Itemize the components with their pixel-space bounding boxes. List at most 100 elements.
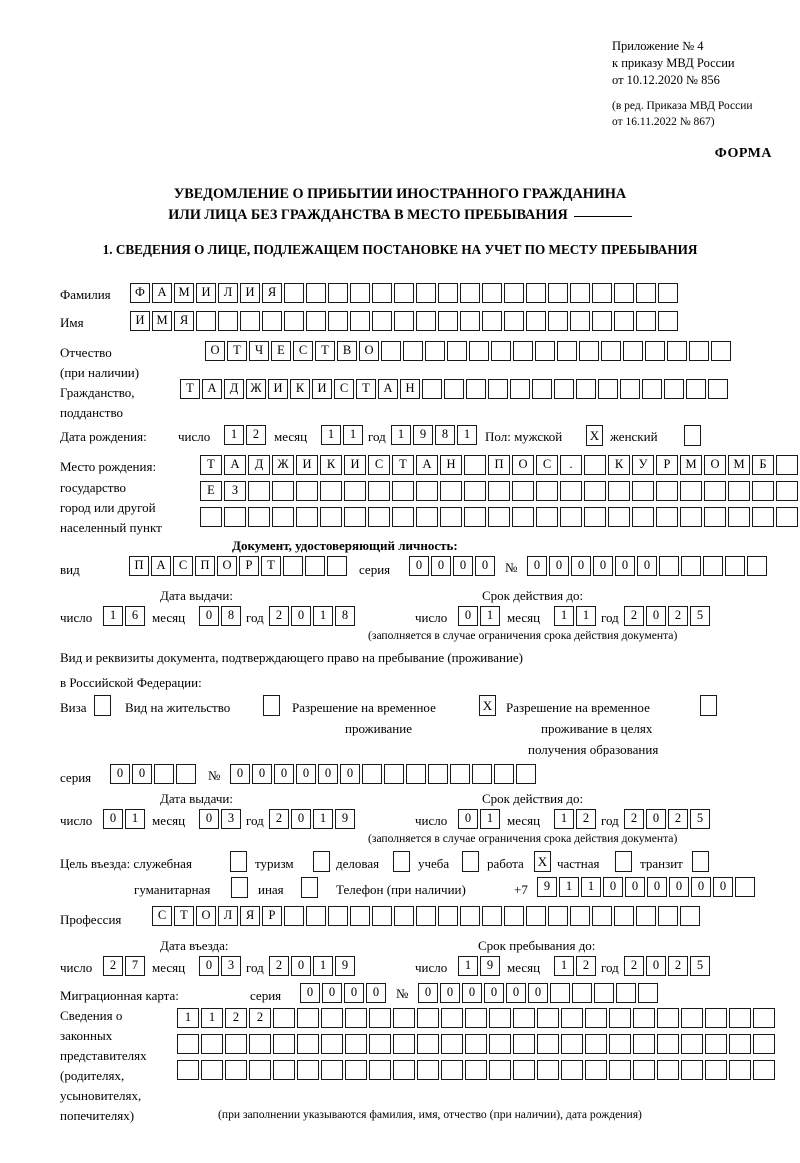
char-cell[interactable] (537, 1034, 559, 1054)
char-cell[interactable]: 1 (480, 606, 500, 626)
char-cell[interactable] (513, 1034, 535, 1054)
birthplace-row-3-boxes[interactable] (200, 507, 798, 527)
char-cell[interactable] (638, 983, 658, 1003)
char-cell[interactable]: 2 (624, 606, 644, 626)
char-cell[interactable]: 0 (691, 877, 711, 897)
char-cell[interactable] (680, 507, 702, 527)
char-cell[interactable]: 1 (458, 956, 478, 976)
char-cell[interactable] (632, 481, 654, 501)
char-cell[interactable]: А (224, 455, 246, 475)
char-cell[interactable] (200, 507, 222, 527)
char-cell[interactable]: Ж (246, 379, 266, 399)
char-cell[interactable]: Р (656, 455, 678, 475)
char-cell[interactable]: 0 (475, 556, 495, 576)
char-cell[interactable]: И (130, 311, 150, 331)
char-cell[interactable] (297, 1008, 319, 1028)
char-cell[interactable] (708, 379, 728, 399)
char-cell[interactable] (616, 983, 636, 1003)
char-cell[interactable] (494, 764, 514, 784)
char-cell[interactable] (585, 1008, 607, 1028)
char-cell[interactable] (526, 906, 546, 926)
char-cell[interactable] (704, 507, 726, 527)
char-cell[interactable] (425, 341, 445, 361)
char-cell[interactable]: 9 (335, 956, 355, 976)
char-cell[interactable] (447, 341, 467, 361)
char-cell[interactable] (440, 507, 462, 527)
char-cell[interactable]: 1 (554, 956, 574, 976)
char-cell[interactable]: 0 (458, 809, 478, 829)
char-cell[interactable] (284, 283, 304, 303)
char-cell[interactable] (218, 311, 238, 331)
char-cell[interactable]: 0 (291, 809, 311, 829)
char-cell[interactable]: 0 (431, 556, 451, 576)
char-cell[interactable] (465, 1008, 487, 1028)
char-cell[interactable] (482, 283, 502, 303)
char-cell[interactable] (272, 481, 294, 501)
char-cell[interactable] (570, 283, 590, 303)
char-cell[interactable]: 0 (418, 983, 438, 1003)
char-cell[interactable] (681, 1034, 703, 1054)
char-cell[interactable]: Т (180, 379, 200, 399)
char-cell[interactable]: 0 (340, 764, 360, 784)
char-cell[interactable] (416, 906, 436, 926)
char-cell[interactable]: 0 (571, 556, 591, 576)
char-cell[interactable]: 0 (646, 956, 666, 976)
char-cell[interactable] (417, 1060, 439, 1080)
char-cell[interactable] (657, 1060, 679, 1080)
char-cell[interactable]: Е (271, 341, 291, 361)
char-cell[interactable]: В (337, 341, 357, 361)
char-cell[interactable] (560, 481, 582, 501)
char-cell[interactable]: 1 (313, 956, 333, 976)
char-cell[interactable]: Т (200, 455, 222, 475)
char-cell[interactable] (372, 311, 392, 331)
char-cell[interactable] (585, 1060, 607, 1080)
char-cell[interactable] (488, 481, 510, 501)
char-cell[interactable] (369, 1060, 391, 1080)
char-cell[interactable] (728, 507, 750, 527)
char-cell[interactable]: 0 (593, 556, 613, 576)
char-cell[interactable] (381, 341, 401, 361)
char-cell[interactable] (472, 764, 492, 784)
char-cell[interactable] (321, 1060, 343, 1080)
char-cell[interactable] (372, 906, 392, 926)
char-cell[interactable]: 0 (484, 983, 504, 1003)
char-cell[interactable] (416, 283, 436, 303)
char-cell[interactable] (305, 556, 325, 576)
char-cell[interactable]: 0 (440, 983, 460, 1003)
char-cell[interactable] (393, 1034, 415, 1054)
char-cell[interactable] (225, 1034, 247, 1054)
char-cell[interactable] (584, 481, 606, 501)
char-cell[interactable] (711, 341, 731, 361)
char-cell[interactable] (369, 1008, 391, 1028)
char-cell[interactable] (776, 507, 798, 527)
char-cell[interactable] (659, 556, 679, 576)
char-cell[interactable]: 0 (322, 983, 342, 1003)
char-cell[interactable]: 1 (581, 877, 601, 897)
char-cell[interactable] (345, 1060, 367, 1080)
char-cell[interactable] (504, 283, 524, 303)
char-cell[interactable]: 3 (221, 809, 241, 829)
char-cell[interactable] (296, 507, 318, 527)
purpose-tourism-checkbox[interactable] (313, 851, 330, 872)
char-cell[interactable] (248, 481, 270, 501)
char-cell[interactable] (394, 311, 414, 331)
char-cell[interactable] (345, 1034, 367, 1054)
char-cell[interactable]: 2 (668, 956, 688, 976)
char-cell[interactable]: 0 (458, 606, 478, 626)
char-cell[interactable] (488, 507, 510, 527)
char-cell[interactable] (441, 1008, 463, 1028)
char-cell[interactable]: 0 (647, 877, 667, 897)
char-cell[interactable]: 1 (177, 1008, 199, 1028)
char-cell[interactable]: Т (227, 341, 247, 361)
char-cell[interactable] (489, 1008, 511, 1028)
char-cell[interactable] (656, 507, 678, 527)
char-cell[interactable]: С (334, 379, 354, 399)
char-cell[interactable] (664, 379, 684, 399)
